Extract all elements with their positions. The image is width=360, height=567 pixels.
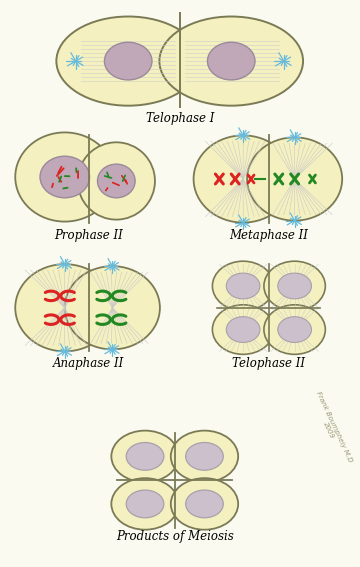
Ellipse shape [264,261,325,311]
Ellipse shape [207,43,255,80]
Text: Metaphase II: Metaphase II [229,229,308,242]
Ellipse shape [226,317,260,342]
Ellipse shape [226,273,260,299]
Ellipse shape [15,133,114,222]
Ellipse shape [278,317,311,342]
Ellipse shape [171,478,238,530]
Ellipse shape [15,264,114,352]
Text: Frank Boumpheiy M.D
2009: Frank Boumpheiy M.D 2009 [309,391,354,467]
Ellipse shape [278,273,311,299]
Ellipse shape [126,442,164,470]
Ellipse shape [98,164,135,198]
Ellipse shape [171,430,238,482]
Ellipse shape [78,142,155,219]
Text: Telophase II: Telophase II [232,357,305,370]
Ellipse shape [247,137,342,221]
Text: Telophase I: Telophase I [145,112,214,125]
Ellipse shape [186,490,223,518]
Ellipse shape [104,43,152,80]
Ellipse shape [126,490,164,518]
Ellipse shape [65,266,160,349]
Text: Products of Meiosis: Products of Meiosis [116,530,234,543]
Ellipse shape [186,442,223,470]
Ellipse shape [212,261,274,311]
Ellipse shape [159,16,303,105]
Ellipse shape [264,305,325,354]
Ellipse shape [111,478,179,530]
Text: Anaphase II: Anaphase II [53,357,124,370]
Ellipse shape [40,156,90,198]
Text: Prophase II: Prophase II [54,229,123,242]
Ellipse shape [57,16,200,105]
Ellipse shape [194,136,293,223]
Ellipse shape [212,305,274,354]
Ellipse shape [111,430,179,482]
